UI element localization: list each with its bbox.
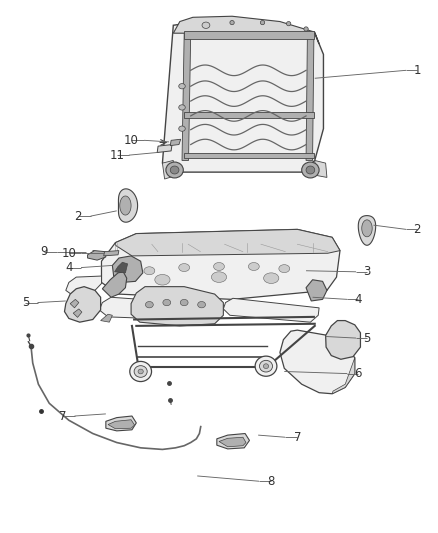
Polygon shape bbox=[104, 251, 119, 256]
Polygon shape bbox=[184, 152, 314, 158]
Ellipse shape bbox=[260, 20, 265, 25]
Ellipse shape bbox=[214, 263, 224, 270]
Ellipse shape bbox=[198, 302, 205, 308]
Ellipse shape bbox=[263, 364, 268, 368]
Polygon shape bbox=[306, 280, 327, 301]
Ellipse shape bbox=[230, 20, 234, 25]
Polygon shape bbox=[182, 33, 191, 160]
Ellipse shape bbox=[144, 266, 155, 274]
Polygon shape bbox=[325, 320, 360, 359]
Text: 11: 11 bbox=[109, 149, 124, 161]
Ellipse shape bbox=[306, 166, 315, 174]
Polygon shape bbox=[219, 437, 246, 447]
Polygon shape bbox=[102, 229, 340, 300]
Polygon shape bbox=[120, 196, 131, 215]
Text: 5: 5 bbox=[363, 332, 371, 344]
Polygon shape bbox=[64, 287, 101, 322]
Polygon shape bbox=[101, 314, 113, 322]
Polygon shape bbox=[108, 419, 134, 429]
Ellipse shape bbox=[155, 274, 170, 285]
Ellipse shape bbox=[179, 126, 185, 131]
Polygon shape bbox=[162, 160, 173, 179]
Text: 2: 2 bbox=[74, 209, 81, 223]
Text: 6: 6 bbox=[354, 367, 362, 380]
Polygon shape bbox=[280, 330, 355, 394]
Polygon shape bbox=[157, 144, 172, 152]
Polygon shape bbox=[184, 30, 314, 38]
Ellipse shape bbox=[134, 366, 147, 377]
Polygon shape bbox=[173, 16, 319, 44]
Polygon shape bbox=[358, 216, 376, 245]
Ellipse shape bbox=[255, 356, 277, 376]
Ellipse shape bbox=[304, 27, 308, 31]
Ellipse shape bbox=[180, 300, 188, 306]
Polygon shape bbox=[162, 17, 323, 172]
Polygon shape bbox=[223, 298, 319, 322]
Text: 4: 4 bbox=[354, 293, 362, 306]
Ellipse shape bbox=[130, 361, 152, 382]
Ellipse shape bbox=[248, 263, 259, 270]
Polygon shape bbox=[70, 300, 79, 308]
Polygon shape bbox=[115, 262, 127, 273]
Text: 10: 10 bbox=[124, 134, 138, 147]
Polygon shape bbox=[184, 112, 314, 118]
Text: 2: 2 bbox=[413, 223, 421, 236]
Polygon shape bbox=[102, 272, 127, 297]
Polygon shape bbox=[113, 256, 143, 282]
Ellipse shape bbox=[264, 273, 279, 284]
Text: 7: 7 bbox=[59, 409, 66, 423]
Text: 10: 10 bbox=[61, 247, 76, 260]
Text: 4: 4 bbox=[65, 261, 73, 274]
Polygon shape bbox=[118, 189, 138, 222]
Polygon shape bbox=[131, 287, 223, 326]
Polygon shape bbox=[88, 251, 106, 260]
Text: 9: 9 bbox=[40, 245, 48, 258]
Ellipse shape bbox=[163, 300, 171, 306]
Ellipse shape bbox=[166, 162, 184, 178]
Ellipse shape bbox=[179, 105, 185, 110]
Ellipse shape bbox=[212, 272, 226, 282]
Ellipse shape bbox=[138, 369, 143, 374]
Ellipse shape bbox=[202, 22, 210, 28]
Ellipse shape bbox=[145, 302, 153, 308]
Ellipse shape bbox=[302, 162, 319, 178]
Polygon shape bbox=[362, 220, 372, 237]
Ellipse shape bbox=[170, 166, 179, 174]
Polygon shape bbox=[99, 297, 215, 320]
Polygon shape bbox=[116, 229, 340, 256]
Ellipse shape bbox=[259, 360, 272, 372]
Text: 1: 1 bbox=[413, 64, 421, 77]
Text: 7: 7 bbox=[293, 431, 301, 444]
Polygon shape bbox=[315, 160, 327, 177]
Ellipse shape bbox=[286, 21, 291, 26]
Ellipse shape bbox=[179, 264, 190, 271]
Polygon shape bbox=[106, 416, 136, 431]
Polygon shape bbox=[217, 433, 250, 449]
Polygon shape bbox=[332, 358, 355, 394]
Text: 3: 3 bbox=[363, 265, 371, 278]
Polygon shape bbox=[66, 276, 102, 296]
Ellipse shape bbox=[279, 265, 290, 272]
Polygon shape bbox=[306, 38, 314, 160]
Ellipse shape bbox=[179, 84, 185, 89]
Text: 8: 8 bbox=[268, 475, 275, 488]
Polygon shape bbox=[170, 139, 181, 146]
Polygon shape bbox=[73, 309, 82, 317]
Text: 5: 5 bbox=[21, 296, 29, 309]
